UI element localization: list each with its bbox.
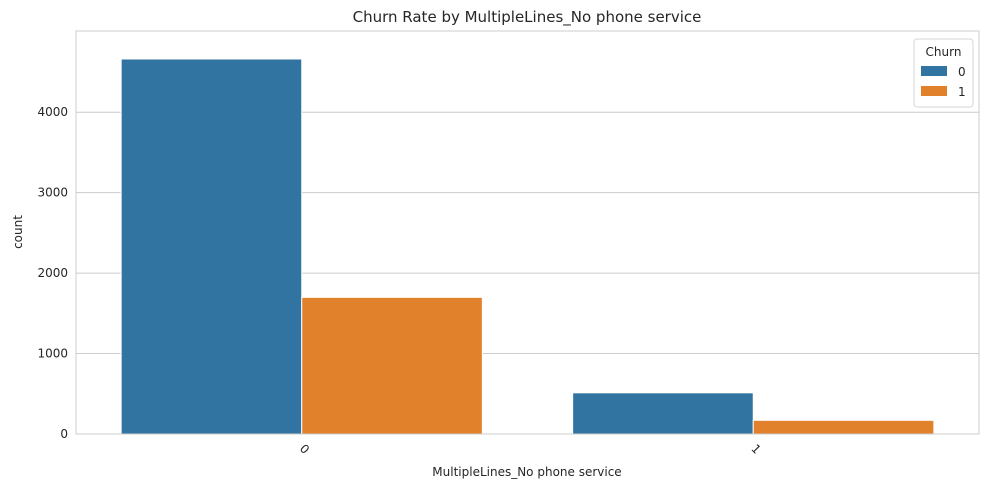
x-tick-label: 1 [748,442,763,457]
bar-1-churn-0 [572,392,754,435]
x-axis-label: MultipleLines_No phone service [432,465,621,479]
y-tick-label: 0 [60,427,68,441]
chart-title: Churn Rate by MultipleLines_No phone ser… [353,8,702,27]
y-tick-label: 4000 [37,105,68,119]
y-tick-label: 3000 [37,186,68,200]
bar-1-churn-1 [752,419,935,435]
x-tick-label: 0 [297,442,312,457]
legend-swatch [921,66,947,76]
legend-swatch [921,86,947,96]
bar-0-churn-0 [120,58,303,435]
y-axis-label: count [11,215,25,249]
y-tick-label: 2000 [37,266,68,280]
legend: Churn 0 1 [913,38,974,108]
bar-0-churn-1 [301,296,483,435]
bars [120,58,935,435]
plot-frame [75,30,980,435]
y-tick-label: 1000 [37,347,68,361]
legend-label: 1 [958,85,966,99]
legend-label: 0 [958,65,966,79]
legend-title: Churn [926,45,962,59]
